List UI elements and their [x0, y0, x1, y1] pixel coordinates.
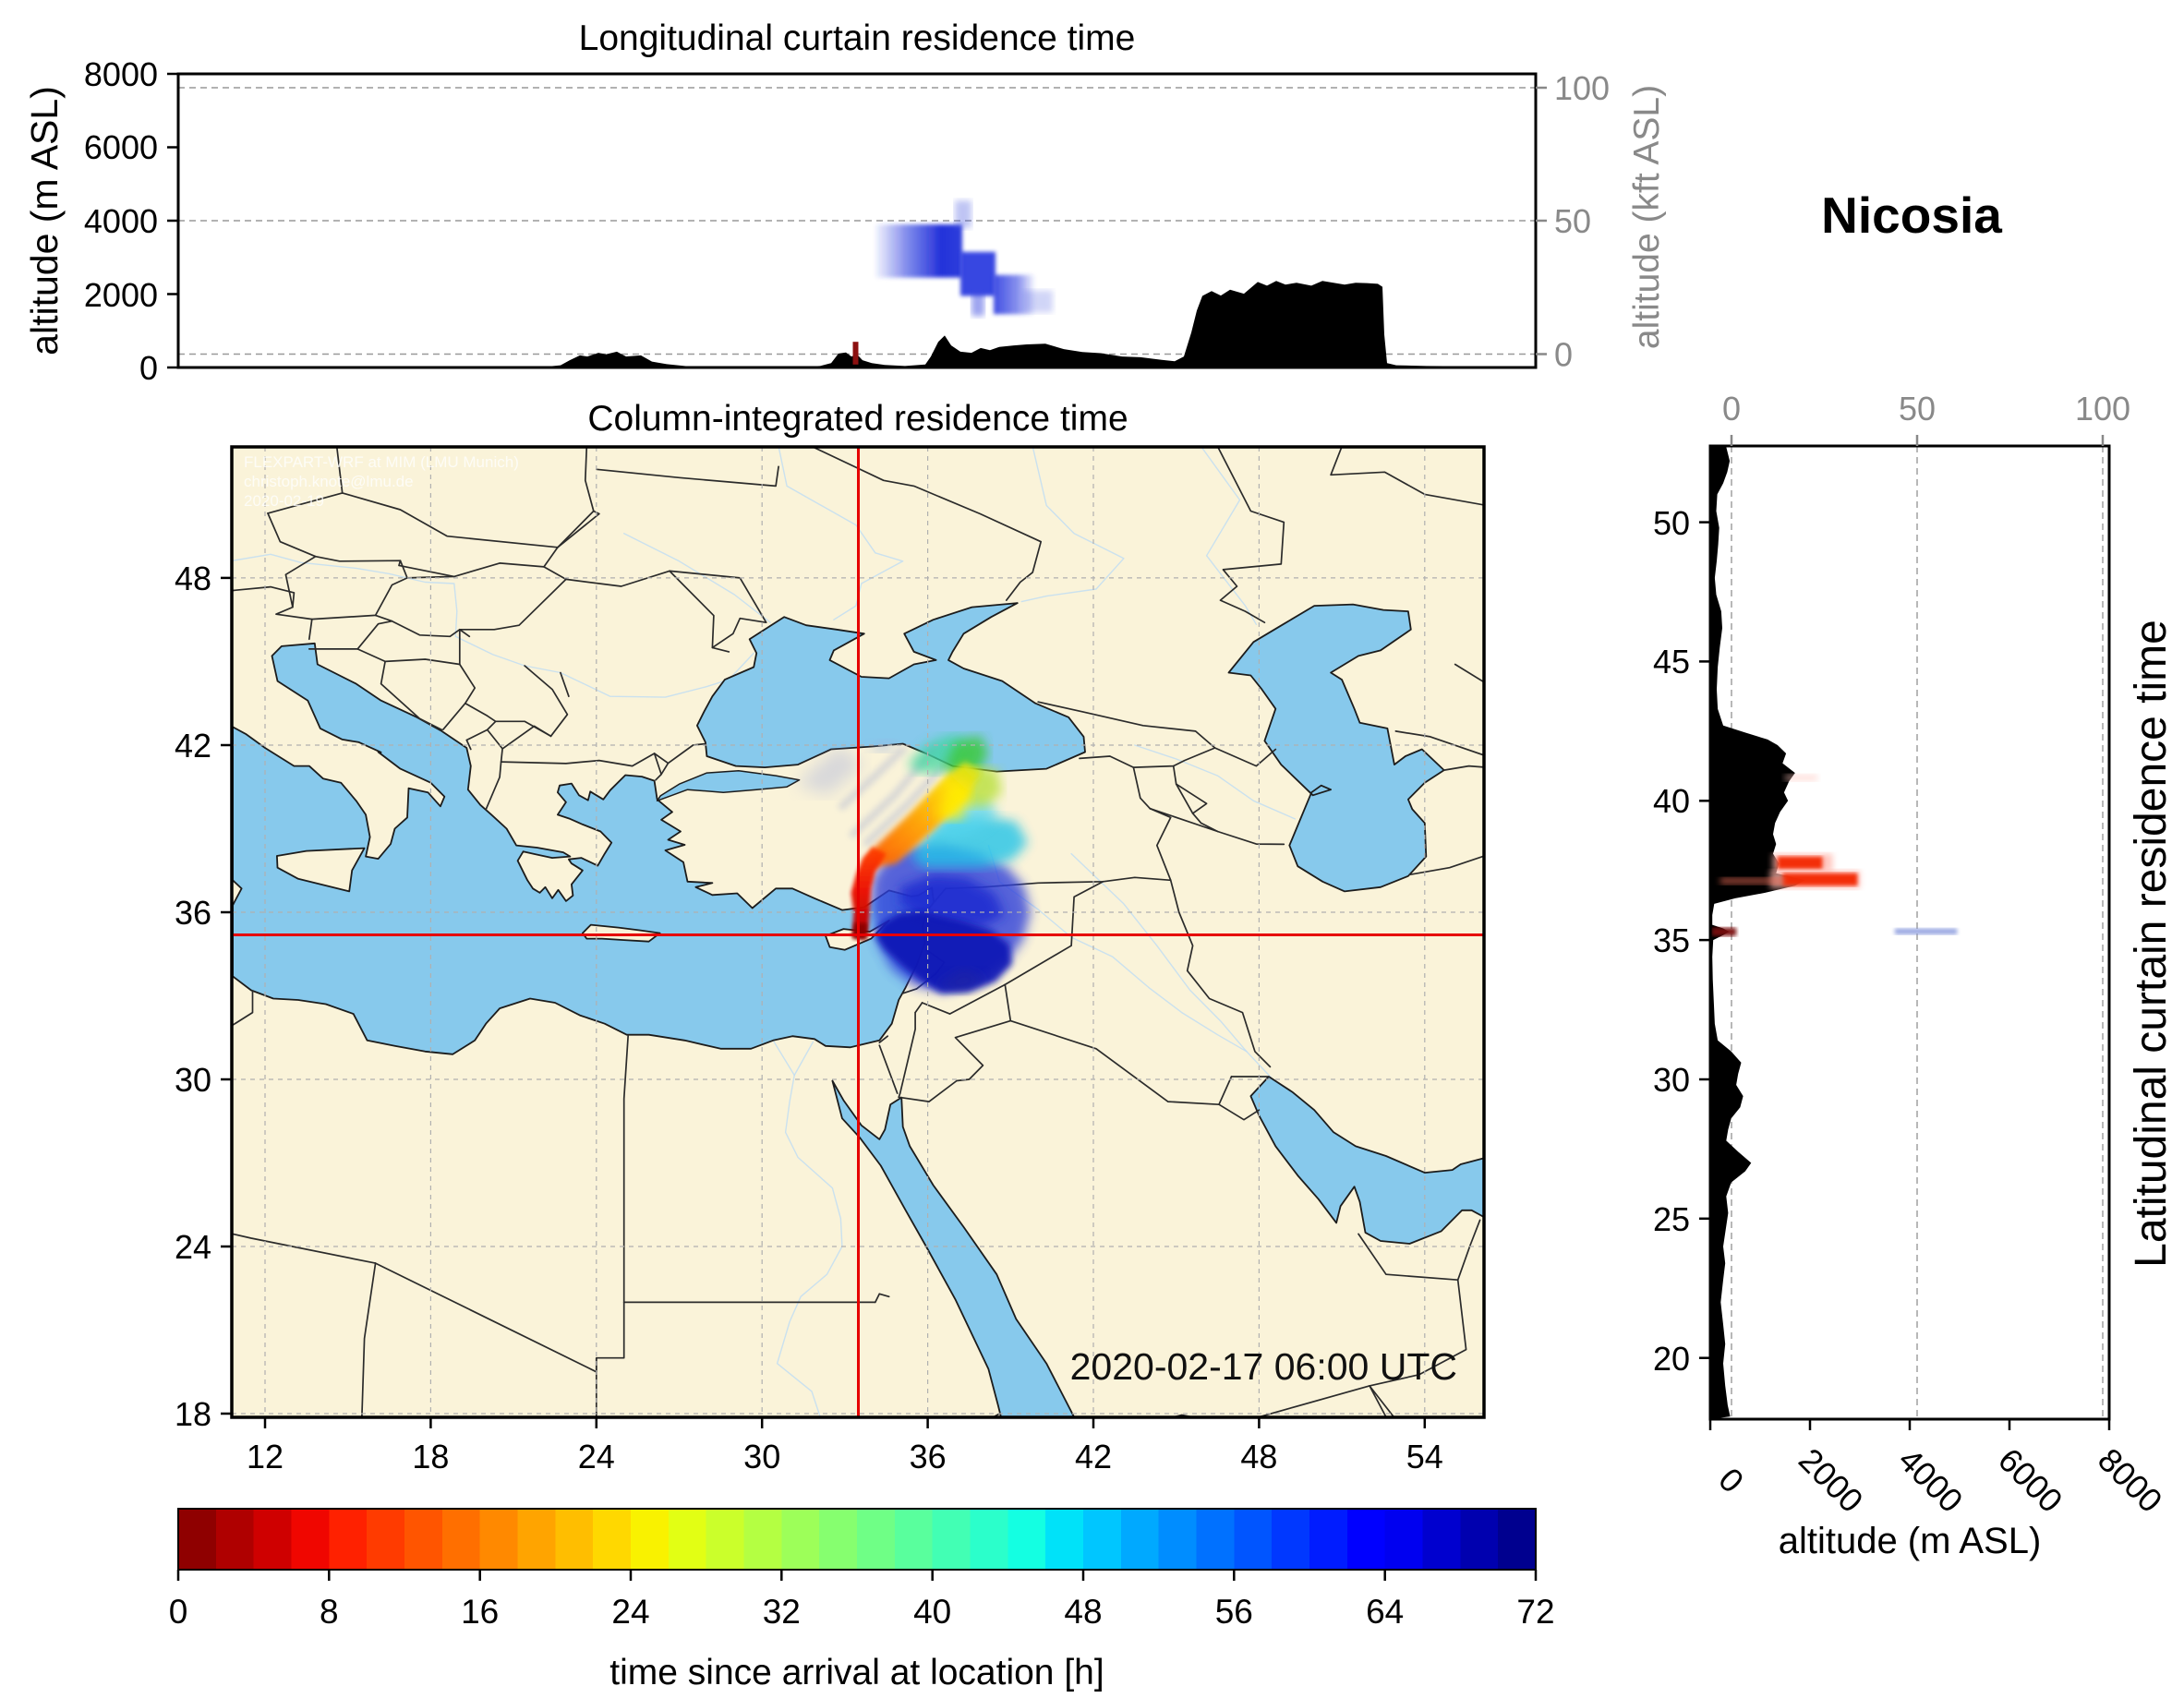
svg-text:100: 100: [2075, 390, 2130, 428]
svg-text:50: 50: [1653, 504, 1690, 542]
svg-text:45: 45: [1653, 643, 1690, 680]
svg-text:2020-02-17 06:00 UTC: 2020-02-17 06:00 UTC: [1070, 1345, 1457, 1388]
svg-text:0: 0: [139, 349, 158, 387]
svg-text:30: 30: [743, 1438, 780, 1475]
svg-text:16: 16: [461, 1593, 499, 1631]
svg-text:altitude (m ASL): altitude (m ASL): [1779, 1521, 2042, 1561]
svg-text:24: 24: [611, 1593, 649, 1631]
svg-text:time since arrival at location: time since arrival at location [h]: [609, 1653, 1104, 1692]
svg-text:24: 24: [578, 1438, 615, 1475]
svg-text:altitude (m ASL): altitude (m ASL): [23, 86, 66, 355]
svg-text:Column-integrated residence ti: Column-integrated residence time: [587, 399, 1128, 439]
svg-text:36: 36: [910, 1438, 947, 1475]
svg-text:36: 36: [175, 894, 211, 932]
svg-text:64: 64: [1366, 1593, 1404, 1631]
svg-text:40: 40: [913, 1593, 951, 1631]
svg-text:48: 48: [1240, 1438, 1277, 1475]
svg-text:2000: 2000: [84, 276, 158, 314]
svg-text:christoph.knote@lmu.de: christoph.knote@lmu.de: [244, 473, 414, 490]
svg-text:42: 42: [175, 727, 211, 765]
svg-text:6000: 6000: [84, 128, 158, 166]
svg-text:54: 54: [1406, 1438, 1443, 1475]
svg-text:8: 8: [320, 1593, 339, 1631]
svg-text:Longitudinal curtain residence: Longitudinal curtain residence time: [579, 18, 1136, 58]
svg-text:Nicosia: Nicosia: [1821, 187, 2002, 244]
svg-text:48: 48: [175, 560, 211, 597]
svg-text:100: 100: [1554, 69, 1610, 107]
svg-text:Latitudinal curtain residence: Latitudinal curtain residence time: [2127, 620, 2176, 1268]
svg-text:12: 12: [247, 1438, 284, 1475]
svg-text:FLEXPART-WRF at MIM (LMU Munic: FLEXPART-WRF at MIM (LMU Munich): [244, 453, 519, 471]
svg-text:48: 48: [1064, 1593, 1102, 1631]
svg-text:altitude (kft ASL): altitude (kft ASL): [1627, 85, 1667, 349]
svg-text:0: 0: [1722, 390, 1741, 428]
svg-text:32: 32: [763, 1593, 801, 1631]
svg-text:35: 35: [1653, 921, 1690, 959]
svg-text:56: 56: [1215, 1593, 1253, 1631]
svg-text:25: 25: [1653, 1200, 1690, 1238]
svg-text:4000: 4000: [84, 202, 158, 240]
svg-text:18: 18: [175, 1395, 211, 1433]
svg-text:40: 40: [1653, 782, 1690, 820]
svg-text:2020-02-19: 2020-02-19: [244, 492, 324, 510]
svg-text:0: 0: [169, 1593, 188, 1631]
svg-text:18: 18: [412, 1438, 449, 1475]
svg-text:72: 72: [1516, 1593, 1554, 1631]
svg-text:50: 50: [1554, 202, 1591, 240]
svg-text:42: 42: [1075, 1438, 1112, 1475]
svg-text:50: 50: [1899, 390, 1936, 428]
svg-text:30: 30: [175, 1061, 211, 1099]
svg-text:8000: 8000: [84, 55, 158, 93]
svg-text:0: 0: [1554, 336, 1573, 374]
svg-text:20: 20: [1653, 1340, 1690, 1378]
svg-text:30: 30: [1653, 1061, 1690, 1099]
svg-text:24: 24: [175, 1228, 211, 1266]
